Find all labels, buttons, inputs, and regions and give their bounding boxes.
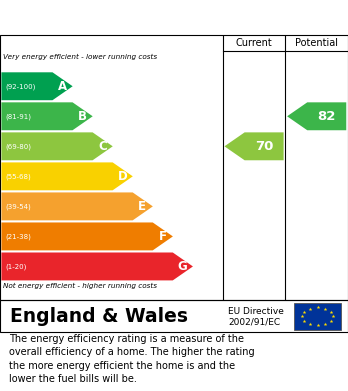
Text: (81-91): (81-91) bbox=[6, 113, 32, 120]
Text: (1-20): (1-20) bbox=[6, 263, 27, 270]
Text: EU Directive: EU Directive bbox=[228, 307, 284, 316]
Bar bbox=[294, 303, 341, 330]
Polygon shape bbox=[1, 133, 113, 160]
Text: E: E bbox=[139, 200, 147, 213]
Text: England & Wales: England & Wales bbox=[10, 307, 188, 326]
Polygon shape bbox=[224, 133, 284, 160]
Text: (21-38): (21-38) bbox=[6, 233, 31, 240]
Text: (39-54): (39-54) bbox=[6, 203, 31, 210]
Polygon shape bbox=[1, 253, 193, 280]
Polygon shape bbox=[1, 192, 153, 221]
Text: Current: Current bbox=[236, 38, 272, 48]
Text: (69-80): (69-80) bbox=[6, 143, 32, 150]
Text: 70: 70 bbox=[255, 140, 273, 153]
Text: The energy efficiency rating is a measure of the
overall efficiency of a home. T: The energy efficiency rating is a measur… bbox=[9, 334, 254, 384]
Text: D: D bbox=[117, 170, 127, 183]
Text: (55-68): (55-68) bbox=[6, 173, 31, 179]
Text: C: C bbox=[98, 140, 106, 153]
Text: Very energy efficient - lower running costs: Very energy efficient - lower running co… bbox=[3, 54, 157, 60]
Text: G: G bbox=[177, 260, 187, 273]
Text: F: F bbox=[158, 230, 166, 243]
Text: Potential: Potential bbox=[295, 38, 338, 48]
Text: 2002/91/EC: 2002/91/EC bbox=[228, 317, 280, 326]
Polygon shape bbox=[1, 102, 93, 130]
Text: A: A bbox=[58, 80, 67, 93]
Text: 82: 82 bbox=[318, 110, 336, 123]
Text: (92-100): (92-100) bbox=[6, 83, 36, 90]
Text: B: B bbox=[78, 110, 87, 123]
Polygon shape bbox=[1, 162, 133, 190]
Polygon shape bbox=[1, 222, 173, 250]
Text: Energy Efficiency Rating: Energy Efficiency Rating bbox=[10, 11, 232, 26]
Polygon shape bbox=[287, 102, 346, 130]
Text: Not energy efficient - higher running costs: Not energy efficient - higher running co… bbox=[3, 283, 157, 289]
Polygon shape bbox=[1, 72, 73, 100]
